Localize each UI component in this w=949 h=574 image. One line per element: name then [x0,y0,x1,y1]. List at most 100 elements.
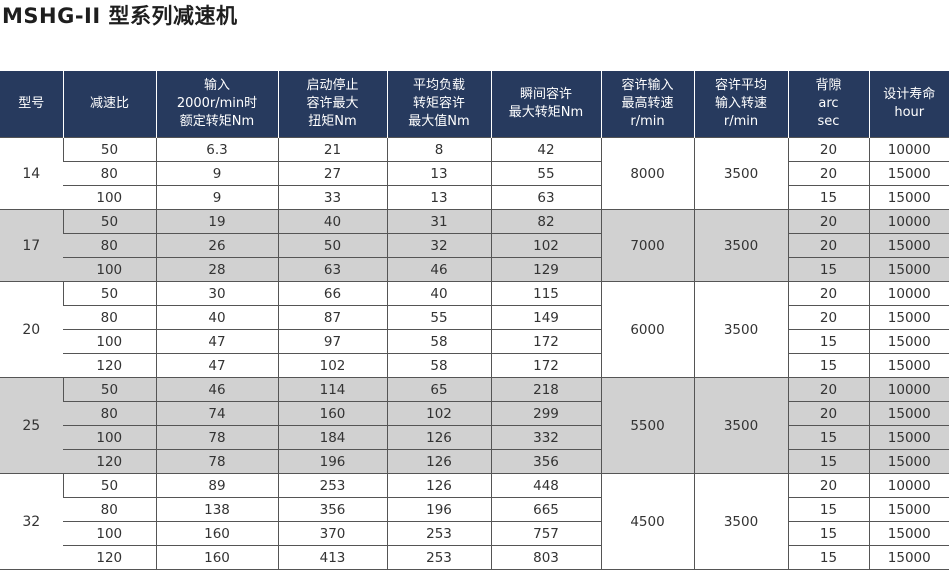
cell-rated-torque: 160 [155,521,278,546]
cell-backlash: 20 [787,305,869,330]
header-row: 型号 减速比 输入 2000r/min时 额定转矩Nm 启动停止 容许最大 扭矩Nm 平均负载转… [0,71,949,138]
cell-backlash: 20 [787,137,869,162]
cell-start-stop-torque: 413 [277,545,387,570]
cell-avg-load-torque: 58 [386,329,491,354]
cell-momentary-torque: 55 [490,161,601,186]
cell-start-stop-torque: 253 [277,473,387,498]
cell-momentary-torque: 63 [490,185,601,210]
table-row: 100 9 33 13 63 15 15000 [0,185,949,210]
cell-momentary-torque: 332 [490,425,601,450]
cell-avg-input-speed: 3500 [693,473,788,570]
header-col-avg-input-speed: 容许平均 输入转速 r/min [693,71,788,138]
cell-backlash: 15 [787,425,869,450]
cell-start-stop-torque: 356 [277,497,387,522]
header-line: 启动停止 [306,78,359,93]
table-row: 80 9 27 13 55 20 15000 [0,161,949,186]
table-row: 80 40 87 55 149 20 15000 [0,305,949,330]
cell-design-life: 15000 [868,353,949,378]
table-row: 32 50 89 253 126 448 4500 3500 20 10000 [0,473,949,570]
cell-ratio: 50 [62,377,156,402]
header-col-ratio: 减速比 [62,71,156,138]
cell-ratio: 80 [63,497,156,522]
cell-design-life: 10000 [868,281,949,306]
table-row: 120 160 413 253 803 15 15000 [0,545,949,570]
cell-backlash: 15 [787,353,869,378]
header-col-max-input-speed: 容许输入 最高转速 r/min [600,71,694,138]
header-line: hour [894,105,925,120]
cell-avg-load-torque: 126 [386,449,491,474]
cell-avg-load-torque: 126 [386,425,491,450]
header-line: 最大转矩Nm [508,105,584,120]
header-col-start-stop-torque: 启动停止 容许最大 扭矩Nm [277,71,387,138]
cell-ratio: 80 [63,305,156,330]
header-line: 输入 [203,78,230,93]
cell-avg-input-speed: 3500 [693,281,788,378]
cell-backlash: 15 [787,449,869,474]
cell-avg-load-torque: 46 [386,257,491,282]
cell-max-input-speed: 8000 [600,137,694,210]
table-row: 14 50 6.3 21 8 42 8000 3500 20 10000 [0,137,949,210]
cell-avg-load-torque: 8 [386,137,491,162]
header-line: 最高转速 [621,96,674,111]
cell-avg-load-torque: 31 [386,209,491,234]
cell-design-life: 15000 [868,329,949,354]
table-row: 100 78 184 126 332 15 15000 [0,425,949,450]
table-row: 80 138 356 196 665 15 15000 [0,497,949,522]
header-col-avg-load-torque: 平均负载 转矩容许 最大值Nm [386,71,491,138]
cell-start-stop-torque: 50 [277,233,387,258]
cell-ratio: 80 [63,233,156,258]
header-line: 设计寿命 [883,87,936,102]
header-line: 转矩容许 [412,96,465,111]
cell-ratio: 100 [63,521,156,546]
cell-backlash: 20 [787,377,869,402]
cell-design-life: 15000 [868,257,949,282]
cell-rated-torque: 9 [155,185,278,210]
header-line: 最大值Nm [408,114,470,129]
cell-max-input-speed: 6000 [600,281,694,378]
cell-ratio: 50 [62,281,156,306]
cell-backlash: 20 [787,401,869,426]
cell-backlash: 20 [787,161,869,186]
cell-avg-load-torque: 13 [386,185,491,210]
cell-momentary-torque: 42 [490,137,601,162]
cell-start-stop-torque: 114 [277,377,387,402]
cell-backlash: 20 [787,473,869,498]
table-row: 120 47 102 58 172 15 15000 [0,353,949,378]
cell-design-life: 10000 [868,473,949,498]
cell-start-stop-torque: 66 [277,281,387,306]
cell-ratio: 120 [63,353,156,378]
cell-ratio: 100 [63,185,156,210]
cell-avg-load-torque: 65 [386,377,491,402]
cell-design-life: 10000 [868,137,949,162]
table-row: 80 26 50 32 102 20 15000 [0,233,949,258]
table-row: 20 50 30 66 40 115 6000 3500 20 10000 [0,281,949,378]
cell-avg-load-torque: 253 [386,521,491,546]
table-row: 25 50 46 114 65 218 5500 3500 20 10000 [0,377,949,474]
cell-model: 25 [0,377,63,474]
cell-momentary-torque: 172 [490,353,601,378]
cell-avg-load-torque: 32 [386,233,491,258]
table-row: 80 74 160 102 299 20 15000 [0,401,949,426]
cell-avg-load-torque: 102 [386,401,491,426]
cell-backlash: 15 [787,521,869,546]
cell-start-stop-torque: 40 [277,209,387,234]
cell-backlash: 20 [787,281,869,306]
cell-backlash: 20 [787,233,869,258]
cell-rated-torque: 89 [155,473,278,498]
cell-avg-load-torque: 58 [386,353,491,378]
cell-momentary-torque: 129 [490,257,601,282]
cell-momentary-torque: 803 [490,545,601,570]
cell-avg-load-torque: 55 [386,305,491,330]
cell-backlash: 15 [787,185,869,210]
cell-start-stop-torque: 160 [277,401,387,426]
cell-avg-load-torque: 40 [386,281,491,306]
cell-ratio: 100 [63,329,156,354]
cell-backlash: 15 [787,497,869,522]
cell-start-stop-torque: 87 [277,305,387,330]
cell-ratio: 120 [63,545,156,570]
cell-ratio: 50 [62,137,156,162]
cell-design-life: 15000 [868,425,949,450]
table-row: 100 28 63 46 129 15 15000 [0,257,949,282]
cell-momentary-torque: 665 [490,497,601,522]
cell-momentary-torque: 82 [490,209,601,234]
